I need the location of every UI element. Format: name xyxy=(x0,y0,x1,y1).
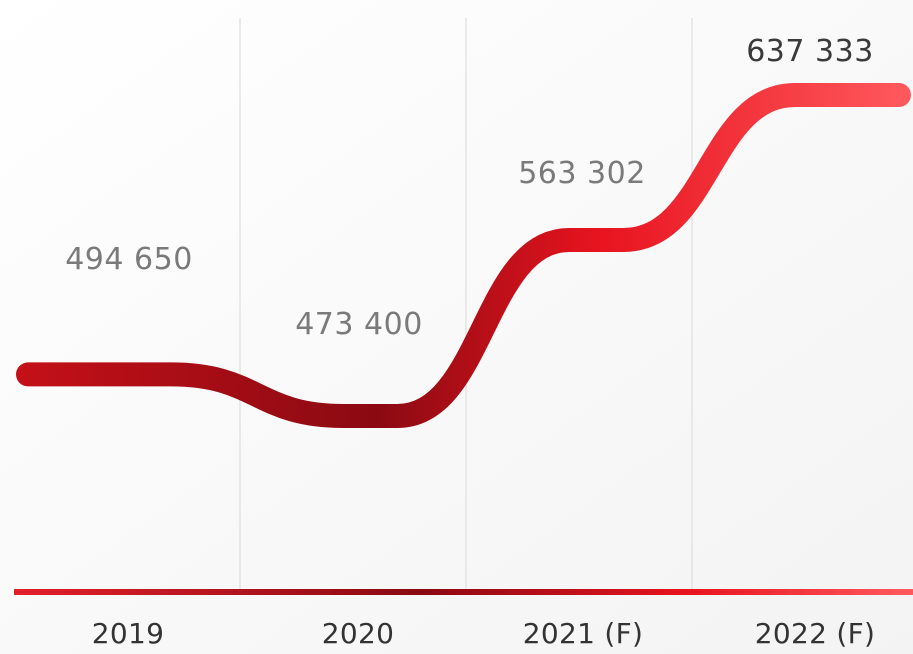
x-tick-labels: 2019 2020 2021 (F) 2022 (F) xyxy=(92,617,875,650)
gridlines xyxy=(239,18,693,589)
data-labels: 494 650 473 400 563 302 637 333 xyxy=(65,34,874,342)
data-label: 473 400 xyxy=(295,307,423,342)
data-label: 563 302 xyxy=(518,156,646,191)
data-label: 637 333 xyxy=(746,34,874,69)
data-label: 494 650 xyxy=(65,242,193,277)
x-axis-baseline xyxy=(14,589,913,595)
x-tick-label: 2022 (F) xyxy=(755,617,876,650)
series-line xyxy=(16,83,911,428)
x-tick-label: 2020 xyxy=(322,617,394,650)
x-tick-label: 2019 xyxy=(92,617,164,650)
x-tick-label: 2021 (F) xyxy=(523,617,644,650)
